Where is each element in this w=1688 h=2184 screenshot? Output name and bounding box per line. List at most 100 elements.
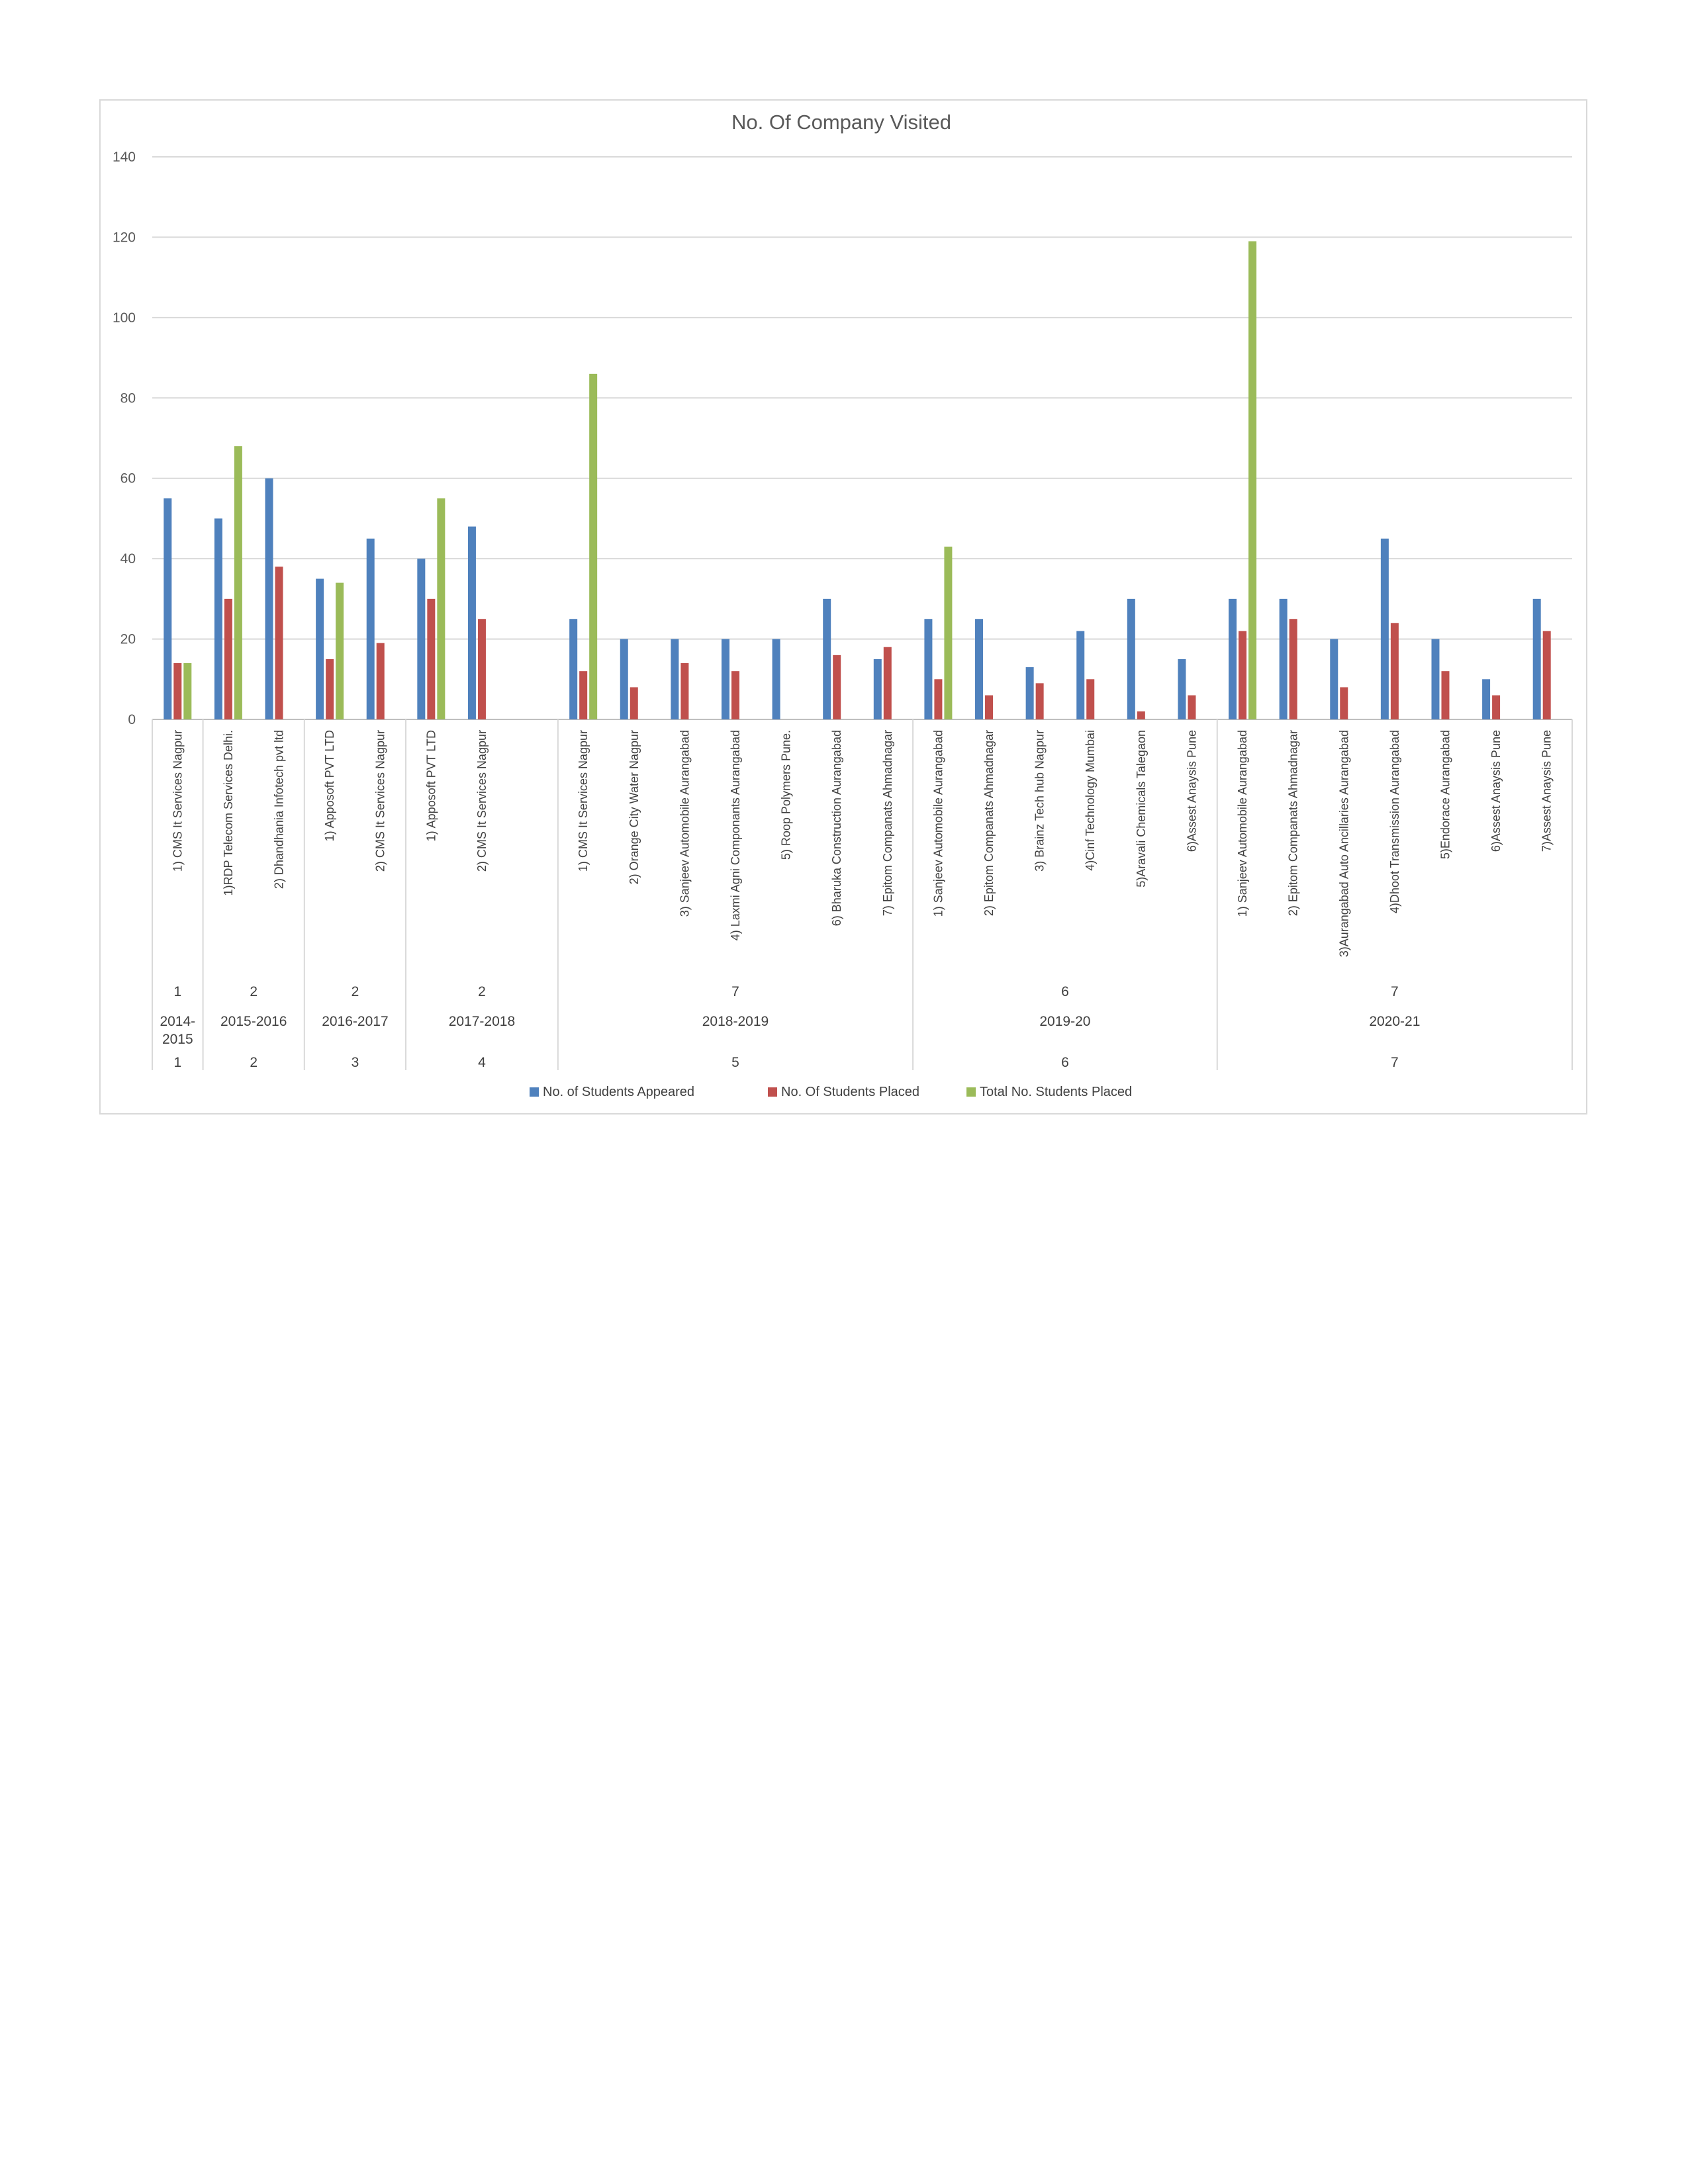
x-category-label: 2) CMS It Services Nagpur [475, 730, 489, 872]
y-tick-label: 40 [120, 551, 136, 567]
x-category-label: 4)Cinf Technology Mumbai [1084, 730, 1097, 871]
legend-swatch [966, 1087, 976, 1097]
group-year-label: 2015-2016 [220, 1014, 287, 1029]
group-count-label: 6 [1061, 984, 1069, 999]
x-category-label: 7)Assest Anaysis Pune [1540, 730, 1554, 852]
group-count-label: 7 [731, 984, 739, 999]
x-category-label: 5) Roop Polymers Pune. [780, 730, 793, 860]
group-index-label: 7 [1391, 1055, 1399, 1070]
bar-appeared [417, 559, 426, 719]
bar-total [183, 663, 192, 719]
bar-placed [1035, 683, 1044, 719]
x-category-label: 2) Epitom Companats Ahmadnagar [1287, 730, 1300, 916]
x-category-label: 2) Dhandhania Infotech pvt ltd [273, 730, 286, 889]
x-category-label: 3) Brainz Tech hub Nagpur [1033, 730, 1047, 872]
x-category-label: 3) Sanjeev Automobile Aurangabad [678, 730, 691, 917]
y-tick-label: 140 [113, 150, 136, 165]
group-year-label: 2019-20 [1039, 1014, 1090, 1029]
bar-placed [427, 598, 436, 719]
group-index-label: 6 [1061, 1055, 1069, 1070]
x-category-label: 1)RDP Telecom Services Delhi. [222, 730, 235, 895]
bar-total [1248, 241, 1257, 719]
group-count-label: 2 [478, 984, 486, 999]
x-category-label: 6) Bharuka Construction Aurangabad [830, 730, 843, 926]
bar-placed [224, 598, 232, 719]
bar-total [234, 446, 242, 719]
bar-placed [173, 663, 182, 719]
bar-placed [833, 655, 841, 719]
bar-placed [1188, 695, 1196, 719]
legend-swatch [530, 1087, 539, 1097]
bar-placed [1086, 679, 1095, 719]
bar-total [336, 582, 344, 719]
group-year-label: 2016-2017 [322, 1014, 388, 1029]
bar-appeared [924, 619, 933, 719]
bar-placed [985, 695, 994, 719]
y-tick-label: 0 [128, 712, 136, 727]
legend-label: Total No. Students Placed [980, 1085, 1132, 1099]
group-year-label: 2020-21 [1369, 1014, 1420, 1029]
x-category-label: 1) Apposoft PVT LTD [424, 730, 438, 841]
legend: No. of Students Appeared No. Of Students … [530, 1085, 1132, 1099]
x-category-label: 2) Epitom Companats Ahmadnagar [982, 730, 996, 916]
x-category-label: 2) CMS It Services Nagpur [374, 730, 387, 872]
bar-placed [1340, 687, 1348, 719]
group-index-label: 3 [352, 1055, 359, 1070]
x-category-label: 2) Orange City Water Nagpur [628, 730, 641, 884]
y-tick-label: 120 [113, 230, 136, 245]
bar-placed [1137, 711, 1145, 719]
bar-appeared [1482, 679, 1491, 719]
y-tick-label: 20 [120, 632, 136, 647]
group-index-label: 2 [250, 1055, 258, 1070]
bar-appeared [1076, 631, 1085, 719]
bar-total [437, 498, 445, 719]
bar-appeared [164, 498, 172, 719]
gridlines [152, 156, 1572, 720]
bars [164, 241, 1551, 719]
bar-appeared [721, 639, 729, 719]
bar-appeared [1532, 598, 1541, 719]
group-count-label: 1 [173, 984, 181, 999]
bar-placed [1239, 631, 1247, 719]
bar-placed [680, 663, 689, 719]
x-category-label: 6)Assest Anaysis Pune [1489, 730, 1503, 852]
group-index-label: 5 [731, 1055, 739, 1070]
bar-appeared [366, 538, 375, 719]
x-category-label: 1) CMS It Services Nagpur [577, 730, 590, 872]
bar-appeared [569, 619, 578, 719]
x-category-label: 1) CMS It Services Nagpur [171, 730, 184, 872]
y-axis-tick-labels: 0 20 40 60 80 100 120 140 [113, 150, 136, 727]
bar-placed [275, 567, 283, 719]
bar-appeared [265, 478, 273, 719]
bar-appeared [214, 518, 222, 719]
chart-title: No. Of Company Visited [731, 111, 951, 134]
x-category-label: 4)Dhoot Transmission Aurangabad [1388, 730, 1401, 913]
group-count-label: 7 [1391, 984, 1399, 999]
legend-swatch [768, 1087, 777, 1097]
x-axis-group-labels: 1 2014- 2015 1 2 2015-2016 2 2 2016-2017 3 2 2017-2… [152, 719, 1573, 1070]
bar-placed [883, 647, 892, 719]
bar-appeared [1330, 639, 1338, 719]
x-axis-category-labels: 1) CMS It Services Nagpur 1)RDP Telecom S… [171, 730, 1553, 957]
x-category-label: 5)Endorace Aurangabad [1438, 730, 1452, 859]
bar-appeared [467, 526, 476, 719]
bar-appeared [772, 639, 780, 719]
bar-placed [1289, 619, 1297, 719]
bar-placed [326, 659, 334, 719]
bar-appeared [671, 639, 679, 719]
bar-appeared [1127, 598, 1135, 719]
bar-placed [376, 643, 385, 719]
bar-placed [731, 671, 739, 719]
x-category-label: 1) Sanjeev Automobile Aurangabad [931, 730, 945, 917]
y-tick-label: 80 [120, 390, 136, 406]
bar-total [944, 546, 953, 719]
bar-appeared [823, 598, 831, 719]
chart-frame [99, 99, 1587, 1115]
legend-label: No. Of Students Placed [781, 1085, 919, 1099]
group-count-label: 2 [250, 984, 258, 999]
bar-appeared [316, 578, 324, 719]
bar-appeared [1025, 667, 1034, 719]
group-year-label: 2015 [162, 1032, 193, 1047]
x-category-label: 5)Aravali Chemicals Talegaon [1135, 730, 1148, 887]
